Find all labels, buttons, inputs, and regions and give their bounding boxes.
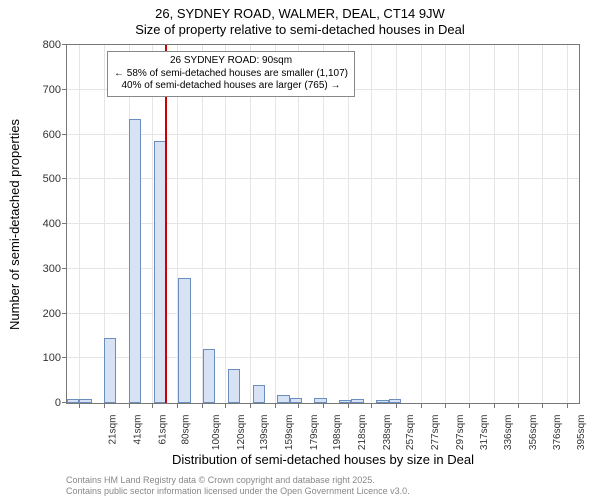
x-tick-label: 317sqm bbox=[480, 415, 491, 451]
gridline-v bbox=[396, 45, 397, 403]
x-tick-mark bbox=[202, 403, 203, 408]
x-tick-label: 336sqm bbox=[503, 415, 514, 451]
x-tick-label: 277sqm bbox=[430, 415, 441, 451]
x-tick-label: 297sqm bbox=[455, 415, 466, 451]
x-tick-mark bbox=[104, 403, 105, 408]
x-tick-mark bbox=[177, 403, 178, 408]
plot-area: 010020030040050060070080021sqm41sqm61sqm… bbox=[66, 44, 580, 404]
histogram-bar bbox=[277, 395, 289, 403]
histogram-bar bbox=[290, 398, 302, 403]
x-tick-mark bbox=[371, 403, 372, 408]
y-tick-label: 200 bbox=[43, 308, 67, 320]
histogram-bar bbox=[178, 278, 190, 403]
gridline-v bbox=[275, 45, 276, 403]
x-tick-mark bbox=[275, 403, 276, 408]
histogram-bar bbox=[104, 338, 116, 403]
gridline-v bbox=[518, 45, 519, 403]
gridline-v bbox=[469, 45, 470, 403]
x-tick-label: 238sqm bbox=[382, 415, 393, 451]
histogram-bar bbox=[129, 119, 141, 403]
x-tick-label: 120sqm bbox=[236, 415, 247, 451]
chart-container: 26, SYDNEY ROAD, WALMER, DEAL, CT14 9JW … bbox=[0, 0, 600, 500]
gridline-v bbox=[494, 45, 495, 403]
histogram-bar bbox=[228, 369, 240, 403]
chart-title-sub: Size of property relative to semi-detach… bbox=[0, 22, 600, 37]
x-tick-label: 218sqm bbox=[357, 415, 368, 451]
footer: Contains HM Land Registry data © Crown c… bbox=[66, 475, 410, 496]
annotation-line-1: 26 SYDNEY ROAD: 90sqm bbox=[114, 55, 348, 68]
gridline-v bbox=[542, 45, 543, 403]
annotation-line-3: 40% of semi-detached houses are larger (… bbox=[114, 80, 348, 93]
histogram-bar bbox=[314, 398, 326, 403]
x-tick-mark bbox=[225, 403, 226, 408]
histogram-bar bbox=[389, 399, 401, 403]
x-tick-mark bbox=[129, 403, 130, 408]
gridline-v bbox=[79, 45, 80, 403]
x-axis-label: Distribution of semi-detached houses by … bbox=[66, 452, 580, 467]
histogram-bar bbox=[203, 349, 215, 403]
footer-line-2: Contains public sector information licen… bbox=[66, 486, 410, 496]
x-tick-mark bbox=[348, 403, 349, 408]
histogram-bar bbox=[79, 399, 91, 403]
x-tick-label: 139sqm bbox=[259, 415, 270, 451]
x-tick-label: 395sqm bbox=[576, 415, 587, 451]
y-tick-label: 600 bbox=[43, 129, 67, 141]
gridline-v bbox=[567, 45, 568, 403]
histogram-bar bbox=[351, 399, 363, 403]
x-tick-label: 61sqm bbox=[157, 415, 168, 445]
histogram-bar bbox=[67, 399, 79, 403]
annotation-box: 26 SYDNEY ROAD: 90sqm← 58% of semi-detac… bbox=[107, 51, 355, 97]
y-tick-label: 700 bbox=[43, 84, 67, 96]
annotation-line-2: ← 58% of semi-detached houses are smalle… bbox=[114, 68, 348, 81]
x-tick-label: 80sqm bbox=[181, 415, 192, 445]
y-tick-label: 100 bbox=[43, 352, 67, 364]
x-tick-mark bbox=[323, 403, 324, 408]
y-axis-label: Number of semi-detached properties bbox=[6, 44, 22, 404]
x-tick-label: 376sqm bbox=[552, 415, 563, 451]
gridline-v bbox=[421, 45, 422, 403]
x-tick-mark bbox=[445, 403, 446, 408]
gridline-v bbox=[371, 45, 372, 403]
y-tick-label: 800 bbox=[43, 39, 67, 51]
x-tick-mark bbox=[469, 403, 470, 408]
x-tick-mark bbox=[250, 403, 251, 408]
y-axis-label-text: Number of semi-detached properties bbox=[7, 119, 22, 330]
x-tick-mark bbox=[298, 403, 299, 408]
x-tick-label: 41sqm bbox=[133, 415, 144, 445]
y-tick-label: 400 bbox=[43, 218, 67, 230]
x-tick-mark bbox=[396, 403, 397, 408]
x-tick-label: 100sqm bbox=[211, 415, 222, 451]
x-tick-mark bbox=[542, 403, 543, 408]
y-tick-label: 500 bbox=[43, 173, 67, 185]
gridline-v bbox=[250, 45, 251, 403]
gridline-v bbox=[323, 45, 324, 403]
y-tick-label: 0 bbox=[55, 397, 67, 409]
x-tick-mark bbox=[421, 403, 422, 408]
x-tick-mark bbox=[494, 403, 495, 408]
x-tick-mark bbox=[79, 403, 80, 408]
x-tick-label: 159sqm bbox=[284, 415, 295, 451]
x-tick-mark bbox=[518, 403, 519, 408]
gridline-v bbox=[225, 45, 226, 403]
chart-title-main: 26, SYDNEY ROAD, WALMER, DEAL, CT14 9JW bbox=[0, 6, 600, 21]
x-tick-mark bbox=[567, 403, 568, 408]
x-tick-mark bbox=[152, 403, 153, 408]
x-tick-label: 21sqm bbox=[108, 415, 119, 445]
x-tick-label: 179sqm bbox=[309, 415, 320, 451]
gridline-v bbox=[298, 45, 299, 403]
y-tick-label: 300 bbox=[43, 263, 67, 275]
reference-marker-line bbox=[165, 45, 167, 403]
gridline-v bbox=[445, 45, 446, 403]
x-tick-label: 198sqm bbox=[332, 415, 343, 451]
x-tick-label: 257sqm bbox=[405, 415, 416, 451]
histogram-bar bbox=[253, 385, 265, 403]
histogram-bar bbox=[339, 400, 351, 403]
footer-line-1: Contains HM Land Registry data © Crown c… bbox=[66, 475, 410, 485]
x-tick-label: 356sqm bbox=[528, 415, 539, 451]
gridline-v bbox=[348, 45, 349, 403]
histogram-bar bbox=[376, 400, 388, 403]
